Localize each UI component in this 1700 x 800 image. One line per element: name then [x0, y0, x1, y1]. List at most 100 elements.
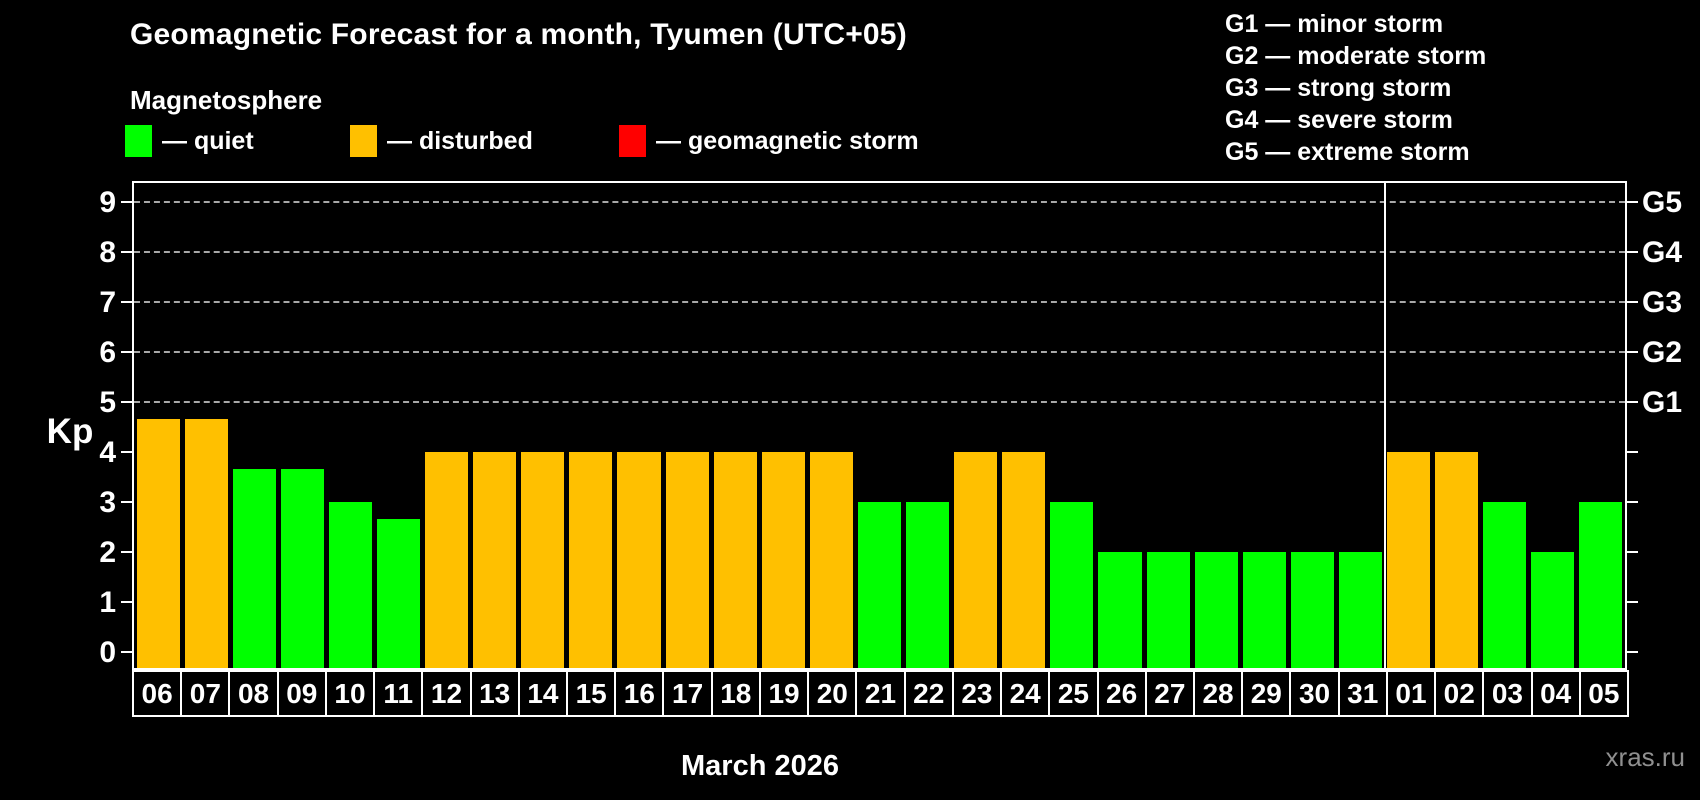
day-label-08: 08	[228, 670, 279, 717]
y-tick-label-9: 9	[99, 186, 116, 219]
storm-color-swatch	[619, 125, 646, 157]
day-label-24: 24	[1000, 670, 1051, 717]
y-axis-title: Kp	[46, 412, 94, 451]
day-label-20: 20	[807, 670, 858, 717]
right-tick-kp4	[1627, 451, 1638, 453]
gridline-kp7	[134, 301, 1625, 303]
right-tick-kp6	[1627, 351, 1638, 353]
right-tick-kp3	[1627, 501, 1638, 503]
kp-bar-day-22	[906, 502, 950, 668]
right-axis-label-g4: G4	[1642, 236, 1683, 269]
day-label-05: 05	[1578, 670, 1629, 717]
kp-bar-day-24	[1002, 452, 1046, 668]
left-tick-kp2	[121, 551, 132, 553]
kp-bar-day-23	[954, 452, 998, 668]
kp-bar-day-17	[665, 452, 709, 668]
kp-bar-day-11	[376, 518, 421, 668]
day-label-25: 25	[1048, 670, 1099, 717]
storm-scale-line: G4 — severe storm	[1225, 106, 1453, 134]
storm-scale-line: G2 — moderate storm	[1225, 42, 1487, 70]
left-tick-kp7	[121, 301, 132, 303]
day-label-29: 29	[1241, 670, 1292, 717]
gridline-kp9	[134, 201, 1625, 203]
legend-label: — disturbed	[387, 127, 533, 155]
day-label-28: 28	[1192, 670, 1244, 717]
kp-bar-day-26	[1098, 552, 1142, 668]
gridline-kp6	[134, 351, 1625, 353]
right-tick-kp7	[1627, 301, 1638, 303]
kp-bar-day-12	[425, 452, 469, 668]
kp-bar-day-29	[1242, 552, 1286, 668]
day-label-16: 16	[614, 670, 665, 717]
kp-bar-day-31	[1338, 552, 1382, 668]
kp-bar-day-16	[617, 452, 661, 668]
day-label-27: 27	[1144, 670, 1195, 717]
right-axis-label-g2: G2	[1642, 336, 1683, 369]
y-tick-label-2: 2	[99, 536, 116, 569]
kp-bar-day-30	[1290, 552, 1334, 668]
left-tick-kp3	[121, 501, 132, 503]
right-axis-label-g1: G1	[1642, 386, 1683, 419]
gridline-kp8	[134, 251, 1625, 253]
kp-bar-day-03	[1483, 502, 1527, 668]
kp-bar-day-15	[569, 452, 613, 668]
storm-scale-line: G1 — minor storm	[1225, 10, 1444, 38]
y-tick-label-7: 7	[99, 286, 116, 319]
kp-bar-day-18	[713, 452, 757, 668]
left-tick-kp6	[121, 351, 132, 353]
day-label-01: 01	[1385, 670, 1437, 717]
right-tick-kp8	[1627, 251, 1638, 253]
day-label-23: 23	[951, 670, 1003, 717]
day-label-14: 14	[517, 670, 569, 717]
day-label-12: 12	[421, 670, 472, 717]
day-label-row: 06 07 08 09 10 11 12 13 14 15 16 17 18 19 20 21 22 23 24 25…	[132, 670, 1629, 717]
y-tick-label-0: 0	[99, 636, 116, 669]
right-axis-label-g5: G5	[1642, 186, 1683, 219]
kp-bar-day-25	[1050, 502, 1094, 668]
y-tick-label-1: 1	[99, 586, 116, 619]
day-label-15: 15	[566, 670, 617, 717]
day-label-03: 03	[1482, 670, 1533, 717]
left-tick-kp9	[121, 201, 132, 203]
day-label-11: 11	[373, 670, 424, 717]
kp-bar-day-14	[521, 452, 565, 668]
kp-bar-day-05	[1579, 502, 1623, 668]
day-label-26: 26	[1096, 670, 1147, 717]
quiet-color-swatch	[125, 125, 152, 157]
left-tick-kp5	[121, 401, 132, 403]
kp-bar-day-20	[809, 452, 853, 668]
day-label-13: 13	[469, 670, 520, 717]
left-tick-kp0	[121, 651, 132, 653]
right-tick-kp9	[1627, 201, 1638, 203]
right-tick-kp0	[1627, 651, 1638, 653]
day-label-17: 17	[662, 670, 713, 717]
day-label-18: 18	[710, 670, 761, 717]
y-tick-label-5: 5	[99, 386, 116, 419]
chart-title: Geomagnetic Forecast for a month, Tyumen…	[130, 18, 907, 51]
day-label-04: 04	[1530, 670, 1581, 717]
kp-bar-day-06	[136, 418, 180, 668]
day-label-06: 06	[132, 670, 183, 717]
day-label-09: 09	[276, 670, 327, 717]
left-tick-kp1	[121, 601, 132, 603]
kp-bar-day-02	[1435, 452, 1479, 668]
plot-area	[121, 181, 1638, 670]
right-axis-label-g3: G3	[1642, 286, 1683, 319]
kp-bar-day-19	[761, 452, 805, 668]
left-tick-kp4	[121, 451, 132, 453]
kp-bar-day-09	[280, 468, 324, 668]
legend-label: — quiet	[162, 127, 254, 155]
magnetosphere-label: Magnetosphere	[130, 85, 323, 115]
kp-bar-day-08	[232, 468, 276, 668]
day-label-22: 22	[903, 670, 954, 717]
kp-bar-day-07	[184, 418, 228, 668]
day-label-21: 21	[855, 670, 906, 717]
right-tick-kp2	[1627, 551, 1638, 553]
disturbed-color-swatch	[350, 125, 377, 157]
kp-bar-day-27	[1146, 552, 1190, 668]
day-label-02: 02	[1434, 670, 1485, 717]
day-label-31: 31	[1337, 670, 1388, 717]
kp-bar-day-01	[1387, 452, 1431, 668]
y-tick-label-4: 4	[99, 436, 116, 469]
